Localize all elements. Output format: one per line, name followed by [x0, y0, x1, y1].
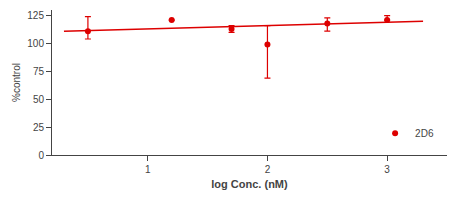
svg-text:50: 50 — [33, 94, 45, 105]
svg-text:0: 0 — [38, 150, 44, 161]
svg-text:log Conc. (nM): log Conc. (nM) — [211, 178, 288, 190]
svg-text:100: 100 — [27, 38, 44, 49]
svg-text:1: 1 — [145, 164, 151, 175]
svg-text:2: 2 — [265, 164, 271, 175]
svg-text:3: 3 — [384, 164, 390, 175]
svg-text:125: 125 — [27, 10, 44, 21]
svg-text:2D6: 2D6 — [415, 128, 434, 139]
svg-text:25: 25 — [33, 122, 45, 133]
svg-text:75: 75 — [33, 66, 45, 77]
svg-text:%control: %control — [11, 63, 22, 102]
